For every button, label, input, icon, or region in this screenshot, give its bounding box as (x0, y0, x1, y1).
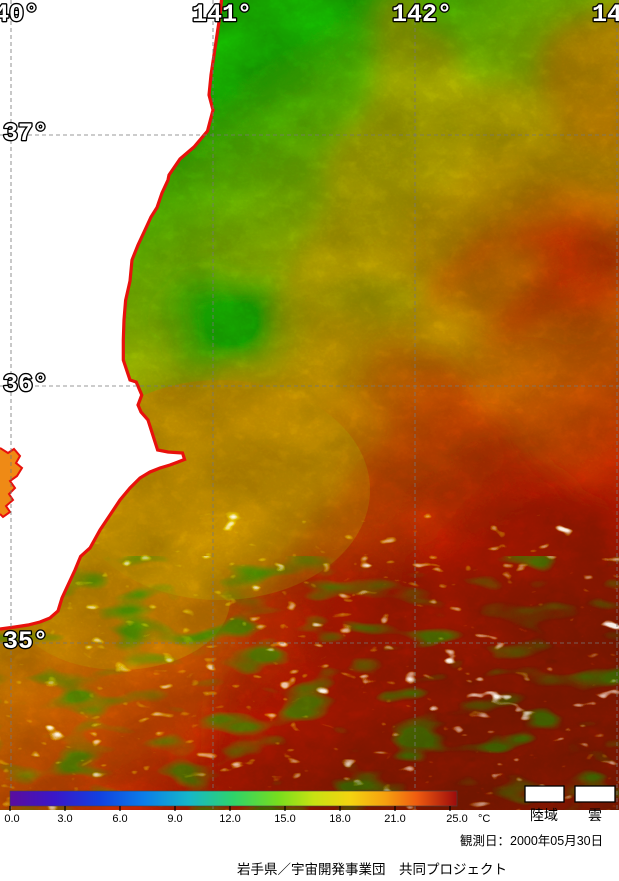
svg-text:雲: 雲 (588, 807, 602, 823)
svg-text:142°: 142° (392, 0, 452, 29)
svg-text:140°: 140° (0, 0, 39, 29)
svg-text:21.0: 21.0 (384, 813, 405, 825)
svg-text:18.0: 18.0 (329, 813, 350, 825)
svg-text:143°: 143° (592, 0, 619, 29)
svg-text:9.0: 9.0 (167, 813, 182, 825)
svg-text:15.0: 15.0 (274, 813, 295, 825)
svg-text:0.0: 0.0 (4, 813, 19, 825)
svg-text:37°: 37° (3, 119, 48, 148)
svg-text:25.0: 25.0 (446, 813, 467, 825)
svg-text:°C: °C (478, 813, 490, 825)
svg-text:6.0: 6.0 (112, 813, 127, 825)
svg-text:36°: 36° (3, 370, 48, 399)
svg-text:35°: 35° (3, 627, 48, 656)
svg-text:3.0: 3.0 (57, 813, 72, 825)
svg-text:12.0: 12.0 (219, 813, 240, 825)
svg-text:岩手県／宇宙開発事業団 共同プロジェクト: 岩手県／宇宙開発事業団 共同プロジェクト (237, 862, 507, 877)
svg-text:141°: 141° (192, 0, 252, 29)
svg-text:観測日：2000年05月30日: 観測日：2000年05月30日 (460, 834, 603, 848)
svg-text:陸域: 陸域 (530, 807, 558, 823)
